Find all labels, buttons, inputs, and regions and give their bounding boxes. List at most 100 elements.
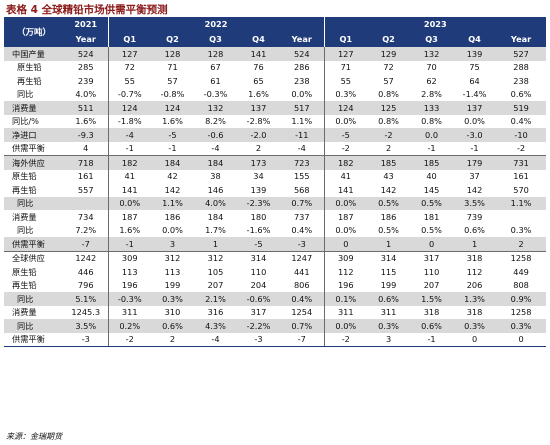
table-cell: -2.8% xyxy=(246,116,271,127)
row-label: 全球供应 xyxy=(4,250,64,265)
table-cell: 199 xyxy=(380,280,397,291)
table-cell: 145 xyxy=(423,184,440,195)
table-cell: 127 xyxy=(323,47,368,61)
table-cell: 0.0% xyxy=(323,114,368,128)
table-cell: 318 xyxy=(423,307,440,318)
row-label: 再生铅 xyxy=(12,280,37,291)
table-cell: -1.8% xyxy=(107,114,151,128)
table-cell: 75 xyxy=(469,62,480,73)
table-cell: 309 xyxy=(323,250,368,265)
table-cell: -2 xyxy=(323,141,368,156)
table-cell: 288 xyxy=(513,62,529,73)
table-cell: 41 xyxy=(323,169,368,183)
table-cell: 238 xyxy=(513,75,529,86)
row-label: 再生铅 xyxy=(12,184,37,195)
table-cell: 309 xyxy=(107,250,151,265)
table-cell: 1.1% xyxy=(151,196,194,210)
table-cell: 446 xyxy=(77,266,94,277)
table-cell: -9.3 xyxy=(64,128,108,142)
table-cell: 238 xyxy=(293,75,310,86)
table-row: 再生铅 557 141 142 146 139 568 141 142 145 142 570 xyxy=(4,183,546,197)
table-cell: 3.5% xyxy=(64,319,108,333)
table-cell: 0.3% xyxy=(496,319,547,333)
row-label: 同比 xyxy=(17,225,34,236)
table-cell: 125 xyxy=(367,101,411,115)
row-label: 原生铅 xyxy=(12,266,37,277)
table-cell: 1242 xyxy=(64,250,108,265)
table-cell: 1.3% xyxy=(453,292,497,306)
table-cell: 1.7% xyxy=(205,225,226,236)
table-cell: 3 xyxy=(151,237,194,251)
table-cell: 124 xyxy=(323,101,368,115)
table-cell: 105 xyxy=(207,266,224,277)
table-cell: 239 xyxy=(77,75,94,86)
table-cell: 3 xyxy=(367,332,411,347)
column-header: Q4 xyxy=(453,30,497,47)
table-cell: 808 xyxy=(513,280,529,291)
table-cell: 0.5% xyxy=(410,196,454,210)
table-cell: 0.6% xyxy=(367,292,411,306)
table-cell: 185 xyxy=(367,155,411,170)
table-cell: 0.3% xyxy=(367,319,411,333)
table-cell: 524 xyxy=(280,47,325,61)
table-cell: 128 xyxy=(151,47,194,61)
table-cell: -4 xyxy=(211,143,220,154)
table-cell: 0.7% xyxy=(280,196,325,210)
table-cell: 43 xyxy=(383,171,394,182)
table-cell: 441 xyxy=(293,266,310,277)
table-cell: 0.8% xyxy=(378,89,399,100)
table-cell: 204 xyxy=(250,280,267,291)
table-cell: 181 xyxy=(423,211,440,222)
table-cell: -1 xyxy=(107,141,151,156)
table-cell: 737 xyxy=(293,211,310,222)
table-cell: 0.0% xyxy=(464,116,485,127)
table-cell: 0 xyxy=(453,332,497,347)
table-cell xyxy=(496,210,546,224)
table-row: 同比 3.5% 0.2% 0.6% 4.3% -2.2% 0.7% 0.0% 0.3% 0.6% 0… xyxy=(4,319,547,333)
table-cell: 187 xyxy=(323,210,368,224)
table-cell: 4 xyxy=(83,143,89,154)
table-cell: -7 xyxy=(280,332,325,347)
table-cell: 55 xyxy=(323,74,368,88)
table-cell: -3.0 xyxy=(453,128,497,142)
table-cell: 5.1% xyxy=(64,292,108,306)
table-cell: 179 xyxy=(453,155,497,170)
table-cell: 132 xyxy=(410,47,454,61)
table-cell: -5 xyxy=(323,128,368,142)
table-cell: 4.3% xyxy=(194,319,237,333)
table-cell: 141 xyxy=(107,183,151,197)
table-cell: 527 xyxy=(496,47,547,61)
table-row: 消费量 1245.3 311 310 316 317 1254 311 311 318 318 125… xyxy=(4,305,546,319)
table-row: 中国产量 524 127 128 128 141 524 127 129 132 139 527 xyxy=(4,47,547,61)
table-cell: 0.0% xyxy=(323,196,368,210)
table-cell: -2.0 xyxy=(237,128,280,142)
table-cell: 568 xyxy=(293,184,310,195)
table-cell: 67 xyxy=(210,62,221,73)
table-cell: 0.4% xyxy=(291,225,313,236)
source-note: 来源：金瑞期货 xyxy=(6,432,62,441)
table-cell: 61 xyxy=(210,75,221,86)
table-cell: 161 xyxy=(77,171,94,182)
table-cell: 1258 xyxy=(496,250,547,265)
table-cell: 310 xyxy=(164,307,181,318)
row-label: 净进口 xyxy=(4,128,64,142)
column-header: Q4 xyxy=(237,30,280,47)
table-cell: -2 xyxy=(516,143,526,154)
table-cell: 207 xyxy=(207,280,224,291)
table-cell: 62 xyxy=(426,75,437,86)
table-cell: 137 xyxy=(237,101,280,115)
table-cell: 4.0% xyxy=(75,89,97,100)
table-cell: 286 xyxy=(293,62,310,73)
table-cell: 519 xyxy=(496,101,547,115)
table-cell: 206 xyxy=(466,280,483,291)
table-cell: 1.1% xyxy=(496,196,547,210)
table-cell: 113 xyxy=(107,265,151,279)
table-cell: 0 xyxy=(410,237,454,251)
table-cell: 318 xyxy=(453,250,497,265)
table-cell: 180 xyxy=(250,211,267,222)
table-cell: 0.3% xyxy=(323,87,368,101)
table-cell: 0 xyxy=(496,332,547,347)
table-row: 原生铅 285 72 71 67 76 286 71 72 70 75 288 xyxy=(4,60,546,74)
table-cell: 1258 xyxy=(510,307,532,318)
table-cell: 314 xyxy=(367,250,411,265)
